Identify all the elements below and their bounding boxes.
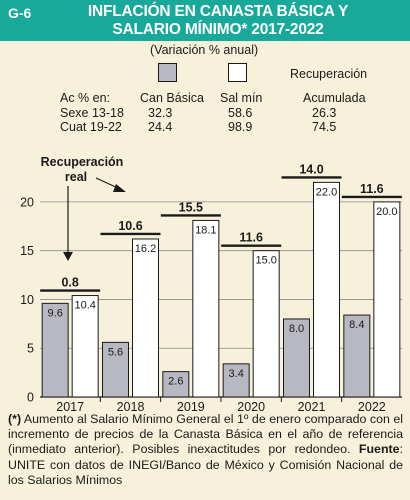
data-label-salario: 18.1 [195, 224, 216, 236]
recuperacion-value: 11.6 [239, 231, 263, 245]
data-label-salario: 20.0 [376, 206, 397, 218]
legend-row-salario: 98.9 [228, 120, 253, 134]
legend-swatch-canasta [158, 63, 177, 82]
legend-row-acumulada: 74.5 [312, 120, 337, 134]
recuperacion-value: 11.6 [360, 182, 384, 196]
header-bar: G-6 INFLACIÓN EN CANASTA BÁSICA Y SALARI… [0, 0, 410, 41]
data-label-canasta: 8.4 [349, 319, 364, 331]
y-tick-label: 0 [27, 391, 34, 405]
data-label-salario: 16.2 [135, 243, 156, 255]
legend-swatch-salario [228, 63, 247, 82]
bar-salario [373, 201, 401, 398]
legend-row-canasta: 32.3 [148, 106, 173, 120]
bar-salario [71, 295, 99, 398]
y-tick-label: 20 [20, 195, 34, 209]
x-tick-label: 2021 [298, 400, 326, 412]
y-tick-label: 5 [27, 342, 34, 356]
legend-recuperacion-title: Recuperación [290, 67, 368, 81]
x-tick-label: 2018 [117, 400, 145, 412]
data-label-salario: 10.4 [74, 300, 95, 312]
data-label-canasta: 5.6 [108, 346, 123, 358]
x-tick-label: 2022 [358, 400, 386, 412]
data-label-canasta: 9.6 [48, 307, 63, 319]
legend-row-canasta: 24.4 [148, 120, 173, 134]
annotation-arrowhead-down [63, 252, 73, 261]
legend-row-label: Cuat 19-22 [60, 120, 122, 134]
bar-salario [132, 238, 159, 398]
bar-canasta [283, 318, 310, 398]
bar-chart: 0 5 10 15 20 9.6 10.4 0.8 2017 5.6 16.2 10.6 2018 2.6… [20, 155, 402, 412]
legend-salario-label: Sal mín [220, 91, 263, 105]
title-line-2: SALARIO MÍNIMO* 2017-2022 [112, 21, 324, 38]
data-label-salario: 22.0 [316, 186, 337, 198]
recuperacion-value: 10.6 [118, 219, 142, 233]
legend-row-label: Sexe 13-18 [60, 106, 124, 120]
x-tick-label: 2019 [177, 400, 205, 412]
annotation-arrowhead-right [113, 184, 126, 192]
bar-salario [313, 181, 340, 398]
legend-col-header: Ac % en: [60, 91, 111, 105]
annotation-line2: real [65, 170, 87, 184]
footnote-asterisk: (*) [8, 412, 22, 426]
footnote-source-text: : UNITE con datos de INEGI/Banco de Méxi… [8, 442, 403, 487]
legend-row-acumulada: 26.3 [312, 106, 337, 120]
legend-acumulada-label: Acumulada [303, 91, 366, 105]
footnote-source-label: Fuente [358, 442, 400, 457]
data-label-canasta: 2.6 [168, 376, 183, 388]
recuperacion-value: 15.5 [179, 200, 203, 214]
y-tick-label: 15 [20, 244, 34, 258]
figure-code: G-6 [8, 5, 32, 21]
legend-canasta-label: Can Básica [140, 91, 204, 105]
data-label-canasta: 3.4 [229, 368, 244, 380]
subtitle: (Variación % anual) [150, 43, 259, 57]
recuperacion-value: 0.8 [61, 276, 78, 290]
title-line-1: INFLACIÓN EN CANASTA BÁSICA Y [87, 3, 349, 20]
footnote: (*) Aumento al Salario Mínimo General el… [8, 412, 403, 488]
bar-canasta [41, 302, 69, 398]
annotation-line1: Recuperación [41, 155, 124, 169]
bar-canasta [343, 314, 371, 398]
bar-salario [192, 219, 220, 398]
x-tick-label: 2020 [237, 400, 265, 412]
bar-canasta [102, 341, 129, 398]
data-label-canasta: 8.0 [289, 323, 304, 335]
bar-canasta [222, 363, 250, 398]
recuperacion-value: 14.0 [299, 162, 323, 176]
data-label-salario: 15.0 [255, 255, 276, 267]
bar-salario [252, 250, 280, 398]
x-tick-label: 2017 [56, 400, 84, 412]
footnote-text: Aumento al Salario Mínimo General el 1º … [8, 412, 403, 457]
y-tick-label: 10 [20, 293, 34, 307]
bar-canasta [162, 371, 190, 398]
legend-row-salario: 58.6 [228, 106, 253, 120]
